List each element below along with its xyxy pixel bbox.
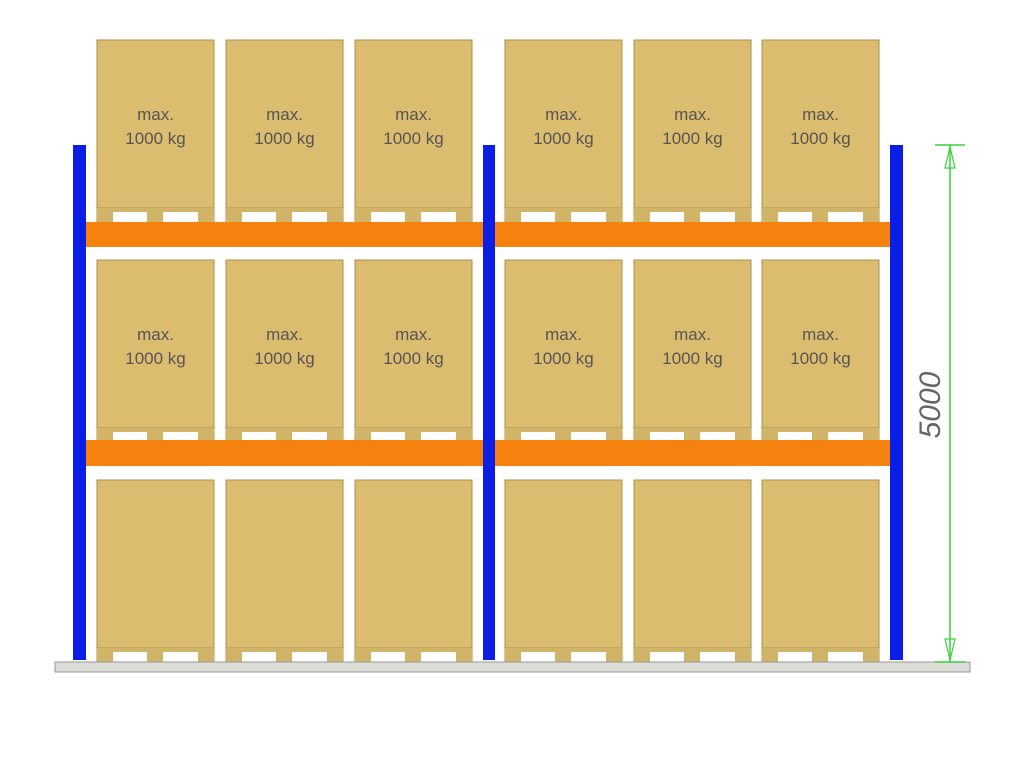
box-label: 1000 kg [790, 129, 851, 148]
box [354, 39, 473, 209]
box-label: 1000 kg [790, 349, 851, 368]
pallet-block [505, 648, 521, 664]
box [225, 479, 344, 649]
box [504, 259, 623, 429]
pallet-block [355, 208, 371, 224]
pallet-block [226, 208, 242, 224]
pallet-block [684, 208, 700, 224]
pallet-block [97, 208, 113, 224]
pallet-block [97, 648, 113, 664]
pallet-block [863, 208, 879, 224]
box-label: 1000 kg [383, 349, 444, 368]
box [96, 259, 215, 429]
box [225, 39, 344, 209]
pallet-block [355, 648, 371, 664]
pallet-block [634, 208, 650, 224]
pallet-block [555, 208, 571, 224]
box-label: max. [395, 325, 432, 344]
box-label: 1000 kg [125, 129, 186, 148]
box-label: 1000 kg [662, 349, 723, 368]
pallet-block [198, 208, 214, 224]
box-label: 1000 kg [533, 129, 594, 148]
box-label: 1000 kg [125, 349, 186, 368]
pallet-block [812, 208, 828, 224]
box [225, 259, 344, 429]
pallet-block [226, 648, 242, 664]
pallet-block [147, 648, 163, 664]
box-label: max. [266, 325, 303, 344]
pallet-block [735, 648, 751, 664]
box-label: max. [266, 105, 303, 124]
box-label: max. [674, 105, 711, 124]
box-label: 1000 kg [254, 129, 315, 148]
box-label: max. [545, 325, 582, 344]
box [633, 39, 752, 209]
pallet-block [762, 648, 778, 664]
pallet-block [147, 208, 163, 224]
box-label: 1000 kg [662, 129, 723, 148]
box [633, 479, 752, 649]
pallet-block [327, 208, 343, 224]
dimension-label: 5000 [914, 371, 947, 438]
box [761, 479, 880, 649]
pallet-block [405, 648, 421, 664]
box-label: 1000 kg [533, 349, 594, 368]
box-label: max. [802, 105, 839, 124]
pallet-block [863, 648, 879, 664]
box [354, 479, 473, 649]
box-label: max. [545, 105, 582, 124]
upright [483, 145, 495, 660]
pallets: max. 1000 kg max. 1000 kg max. 1000 kg max. 100… [96, 39, 880, 665]
box-label: max. [802, 325, 839, 344]
pallet-block [555, 648, 571, 664]
box [504, 39, 623, 209]
pallet-block [735, 208, 751, 224]
pallet-block [505, 208, 521, 224]
pallet-block [812, 648, 828, 664]
pallet-block [327, 648, 343, 664]
upright [73, 145, 86, 660]
box-label: 1000 kg [383, 129, 444, 148]
pallet-block [684, 648, 700, 664]
box-label: max. [674, 325, 711, 344]
pallet-block [276, 648, 292, 664]
pallet-block [456, 208, 472, 224]
box [96, 39, 215, 209]
pallet-block [606, 648, 622, 664]
pallet-block [405, 208, 421, 224]
box [761, 39, 880, 209]
pallet-block [276, 208, 292, 224]
box [633, 259, 752, 429]
box [354, 259, 473, 429]
box-label: 1000 kg [254, 349, 315, 368]
box-label: max. [395, 105, 432, 124]
box [96, 479, 215, 649]
pallet-block [198, 648, 214, 664]
box-label: max. [137, 105, 174, 124]
pallet-block [606, 208, 622, 224]
pallet-block [634, 648, 650, 664]
upright [890, 145, 903, 660]
box [504, 479, 623, 649]
pallet-block [456, 648, 472, 664]
box [761, 259, 880, 429]
pallet-block [762, 208, 778, 224]
box-label: max. [137, 325, 174, 344]
dimension-arrows [944, 146, 956, 661]
floor [54, 661, 971, 673]
